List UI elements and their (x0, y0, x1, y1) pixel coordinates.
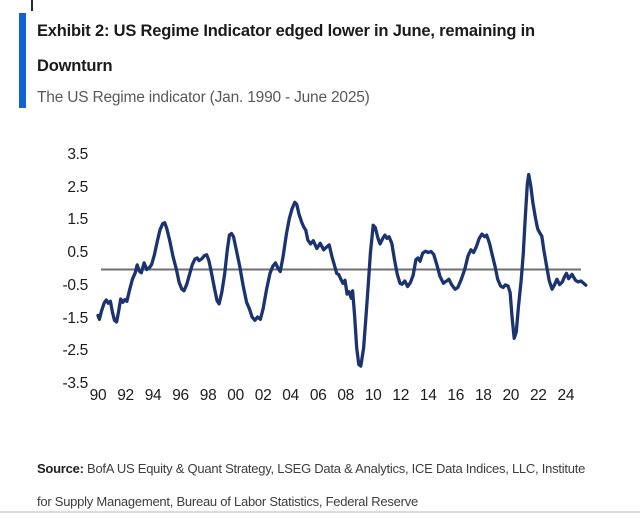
x-tick-label: 06 (309, 387, 327, 404)
x-tick-label: 20 (502, 387, 520, 404)
y-tick-label: -0.5 (62, 276, 88, 294)
source-text-1: BofA US Equity & Quant Strategy, LSEG Da… (87, 461, 586, 476)
x-tick-label: 98 (199, 387, 217, 404)
source-label: Source: (37, 461, 84, 476)
y-tick-label: 1.5 (67, 211, 88, 229)
x-tick-label: 24 (557, 387, 575, 404)
y-tick-label: 0.5 (67, 244, 88, 262)
x-tick-label: 90 (89, 387, 107, 404)
y-tick-label: -3.5 (62, 375, 88, 393)
x-tick-label: 92 (117, 387, 134, 404)
x-tick-label: 10 (364, 387, 382, 404)
page-edge-artifact (31, 0, 33, 11)
chart-subtitle: The US Regime indicator (Jan. 1990 - Jun… (37, 89, 370, 106)
y-tick-label: -2.5 (62, 342, 88, 360)
x-tick-label: 02 (254, 387, 272, 404)
x-tick-label: 00 (227, 387, 244, 404)
bottom-divider (0, 511, 640, 513)
source-note: Source: BofA US Equity & Quant Strategy,… (37, 452, 627, 518)
y-tick-label: 2.5 (67, 178, 88, 196)
source-line-1: Source: BofA US Equity & Quant Strategy,… (37, 452, 627, 485)
x-tick-label: 96 (172, 387, 189, 404)
source-text-2: for Supply Management, Bureau of Labor S… (37, 494, 418, 509)
x-tick-label: 04 (282, 387, 299, 404)
exhibit-title-line-2: Downturn (37, 57, 113, 75)
exhibit-title-line-1: Exhibit 2: US Regime Indicator edged low… (37, 22, 535, 40)
x-tick-label: 18 (474, 387, 492, 404)
y-tick-label: -1.5 (62, 309, 88, 327)
indicator-line (96, 172, 588, 368)
x-tick-label: 16 (447, 387, 465, 404)
exhibit-header: Exhibit 2: US Regime Indicator edged low… (37, 14, 622, 109)
x-tick-label: 14 (419, 387, 437, 404)
x-tick-label: 94 (144, 387, 162, 404)
title-accent-bar (19, 13, 26, 108)
x-tick-label: 08 (337, 387, 354, 404)
x-tick-label: 22 (529, 387, 547, 404)
x-tick-label: 12 (392, 387, 410, 404)
source-line-2: for Supply Management, Bureau of Labor S… (37, 485, 627, 518)
y-tick-label: 3.5 (67, 145, 88, 163)
